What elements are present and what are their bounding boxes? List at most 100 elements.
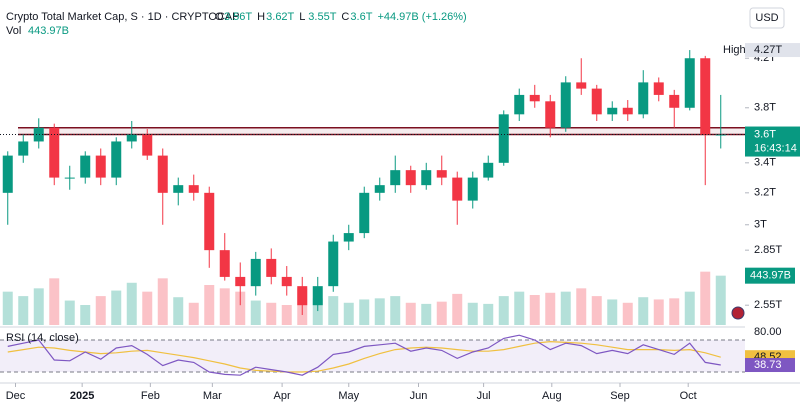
volume-bar [33,288,44,325]
volume-bar [452,293,463,325]
currency-button[interactable] [749,7,785,29]
volume-bar [18,296,29,325]
candle-body [49,127,60,178]
candle-body [684,58,695,108]
volume-bar [421,303,432,325]
candle-body [560,82,571,128]
high-label: 4.27T [754,44,782,56]
change: +44.97B (+1.26%) [377,11,466,23]
candle-body [359,192,370,234]
candle-body [111,141,122,178]
ohlc-key: L [299,11,305,23]
symbol-title: Crypto Total Market Cap, S · 1D · CRYPTO… [6,11,240,23]
volume-bar [514,291,525,325]
candle-body [669,94,680,108]
candle-body [343,233,354,242]
resistance-zone [18,127,745,135]
candle-body [700,58,711,135]
volume-bar [219,288,230,325]
volume-bar [204,285,215,325]
volume-bar [653,299,664,325]
candle-body [529,94,540,102]
volume-bar [700,271,711,325]
candle-body [591,88,602,115]
last-price-label: 3.6T [754,128,776,140]
candle-body [18,141,29,156]
candle-body [188,185,199,193]
candle-body [483,162,494,178]
last-price-box [745,126,800,157]
countdown: 16:43:14 [754,142,797,154]
price-axis-bg [745,0,800,412]
ohlc-value: 3.62T [266,11,294,23]
candle-body [173,185,184,193]
x-tick-label: May [338,390,359,402]
volume-bar [591,296,602,325]
currency[interactable]: USD [755,12,778,24]
candle-body [638,82,649,115]
ohlc-key: H [257,11,265,23]
volume-bar [529,295,540,325]
volume-bar [374,298,385,325]
candle-body [467,177,478,201]
candle-body [498,114,509,163]
x-tick-label: Jun [410,390,428,402]
candle-body [405,170,416,186]
volume-bar [2,291,13,325]
x-tick-label: Dec [6,390,26,402]
volume-bar [684,291,695,325]
x-tick-label: Aug [542,390,562,402]
ohlc-value: 3.56T [224,11,252,23]
candle-body [328,241,339,287]
candle-body [281,276,292,287]
x-tick-label: Sep [610,390,630,402]
x-tick-label: 2025 [70,390,94,402]
y-tick-label: 2.55T [754,299,782,311]
volume-bar [436,301,447,325]
volume-bar [343,302,354,325]
volume-bar [715,275,726,325]
ohlc-key: C [341,11,349,23]
volume-bar [405,302,416,325]
rsi-title: RSI (14, close) [6,332,79,344]
y-tick-label: 3.8T [754,102,776,114]
header: Crypto Total Market Cap, S · 1D · CRYPTO… [6,7,785,37]
volume-bar [188,302,199,325]
rsi-line [7,334,721,376]
high-key: High [723,44,746,56]
candle-body [204,192,215,251]
x-tick-label: Mar [203,390,222,402]
ohlc-key: O [215,11,224,23]
y-tick-label: 2.85T [754,244,782,256]
volume-bar [607,299,618,325]
x-tick-label: Oct [680,390,697,402]
volume-bar [49,278,60,325]
volume-bar [173,297,184,325]
y-tick-label: 4.2T [754,52,776,64]
candle-body [64,177,75,179]
volume-bar [235,291,246,325]
volume-bar [576,288,587,325]
plot [0,50,749,376]
vol-value: 443.97B [28,25,69,37]
volume-bar [328,296,339,325]
candle-body [297,286,308,306]
candle-body [622,107,633,115]
volume-bar [498,296,509,325]
candle-body [266,258,277,277]
volume-bar [390,296,401,325]
candle-body [374,185,385,193]
volume-bar [622,302,633,325]
candle-body [607,107,618,115]
volume-bar [312,298,323,325]
volume-bar [359,299,370,325]
volume-label: 443.97B [750,270,791,282]
volume-bar [545,292,556,325]
candle-body [436,170,447,178]
rsi-value-label: 38.73 [754,359,782,371]
candle-body [33,127,44,142]
volume-bar [142,291,153,325]
volume-bar [157,278,168,325]
rsi-value-box [745,358,795,373]
